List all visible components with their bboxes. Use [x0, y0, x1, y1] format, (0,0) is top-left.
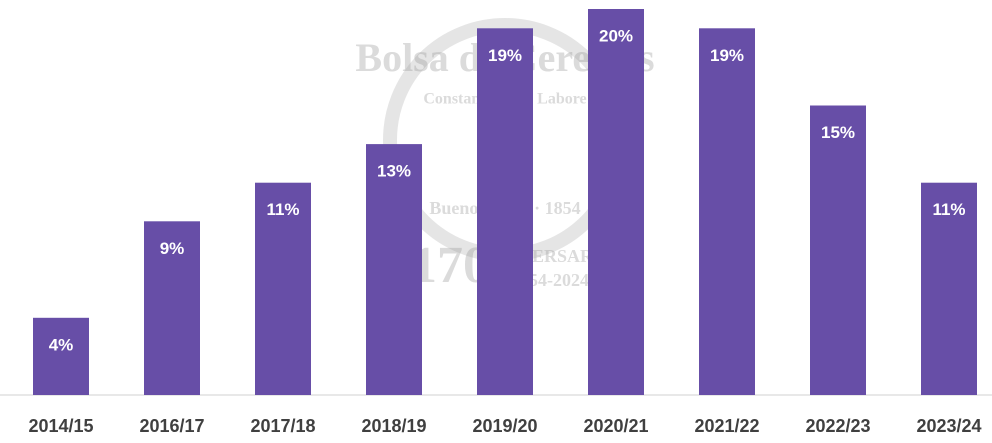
x-tick-label: 2017/18 — [250, 416, 315, 436]
bar — [144, 221, 200, 395]
bar — [810, 105, 866, 395]
value-label: 4% — [49, 335, 74, 354]
x-tick-label: 2014/15 — [28, 416, 93, 436]
bar — [477, 28, 533, 396]
bar — [366, 144, 422, 395]
bar — [588, 9, 644, 395]
value-label: 19% — [488, 46, 522, 65]
x-tick-label: 2019/20 — [472, 416, 537, 436]
x-tick-label: 2020/21 — [583, 416, 648, 436]
bar — [921, 182, 977, 395]
bar — [33, 317, 89, 395]
value-label: 13% — [377, 162, 411, 181]
x-tick-label: 2023/24 — [916, 416, 981, 436]
value-label: 11% — [932, 200, 965, 219]
value-label: 15% — [821, 123, 855, 142]
bar — [255, 182, 311, 395]
watermark-number: 170 — [411, 237, 489, 294]
x-tick-label: 2022/23 — [805, 416, 870, 436]
bar — [699, 28, 755, 396]
x-tick-label: 2018/19 — [361, 416, 426, 436]
value-label: 19% — [710, 46, 744, 65]
value-label: 20% — [599, 26, 633, 45]
value-label: 9% — [160, 239, 185, 258]
x-tick-label: 2016/17 — [139, 416, 204, 436]
value-label: 11% — [266, 200, 299, 219]
x-tick-label: 2021/22 — [694, 416, 759, 436]
